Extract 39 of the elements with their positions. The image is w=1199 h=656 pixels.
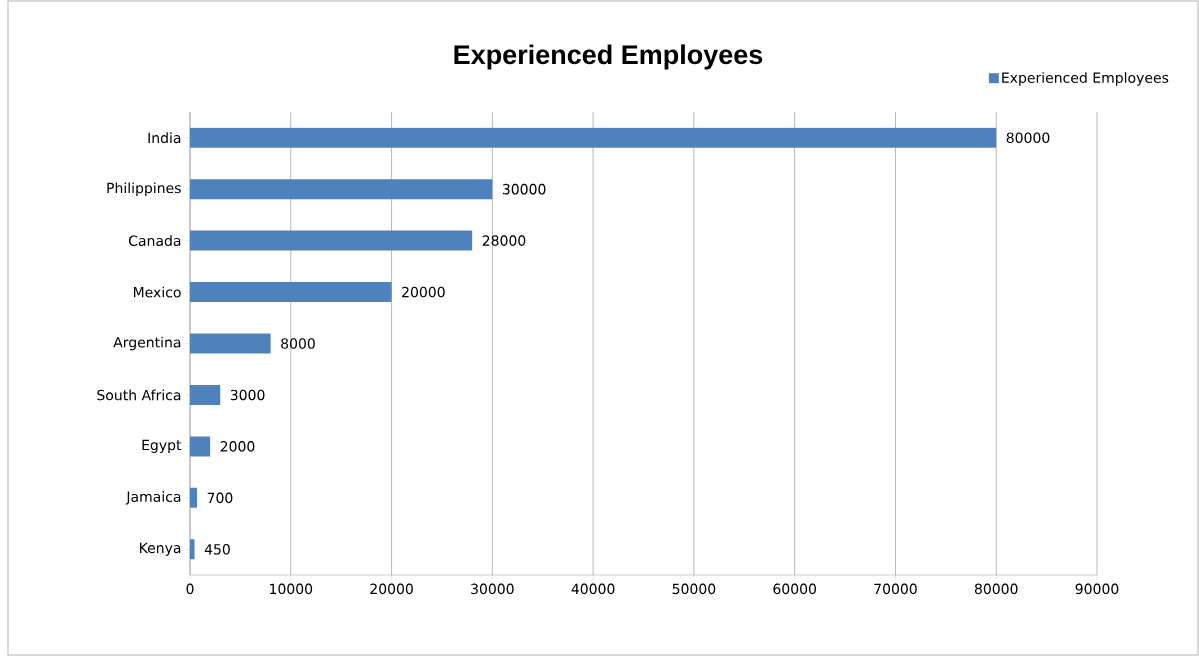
x-tick-label: 10000	[270, 583, 313, 595]
bar	[190, 539, 195, 560]
y-tick-label: Kenya	[140, 542, 181, 556]
x-tick-label: 40000	[571, 583, 615, 595]
chart-title: Experienced Employees	[454, 44, 763, 70]
data-label: 450	[204, 543, 230, 555]
bar	[190, 127, 997, 148]
x-tick-label: 30000	[471, 583, 514, 595]
bar	[190, 333, 271, 354]
y-tick-label: Canada	[128, 235, 181, 247]
y-tick-label: Mexico	[133, 286, 181, 298]
legend-label: Experienced Employees	[1002, 72, 1169, 86]
y-tick-label: Philippines	[107, 182, 181, 196]
data-label: 2000	[220, 441, 255, 452]
data-label: 8000	[281, 338, 315, 349]
y-tick-label: South Africa	[97, 389, 181, 401]
bar	[190, 487, 198, 508]
x-tick-label: 70000	[874, 583, 917, 595]
data-label: 30000	[502, 183, 546, 195]
x-tick-label: 0	[186, 583, 194, 595]
y-tick-label: Argentina	[113, 336, 181, 351]
data-label: 20000	[402, 286, 445, 298]
y-tick-label: Jamaica	[125, 491, 181, 505]
x-tick-label: 20000	[370, 583, 413, 595]
bar	[190, 384, 221, 405]
x-tick-label: 80000	[974, 583, 1018, 595]
data-label: 700	[207, 492, 233, 504]
x-tick-label: 90000	[1075, 583, 1119, 595]
bar	[190, 436, 211, 457]
x-tick-label: 50000	[672, 583, 716, 595]
y-tick-label: India	[148, 132, 181, 144]
y-tick-label: Egypt	[142, 439, 182, 453]
data-label: 3000	[230, 389, 265, 401]
bar	[190, 230, 473, 251]
bar	[190, 282, 392, 303]
data-label: 80000	[1006, 132, 1050, 144]
data-label: 28000	[482, 235, 526, 246]
x-tick-label: 60000	[773, 583, 816, 595]
bar	[190, 179, 493, 200]
